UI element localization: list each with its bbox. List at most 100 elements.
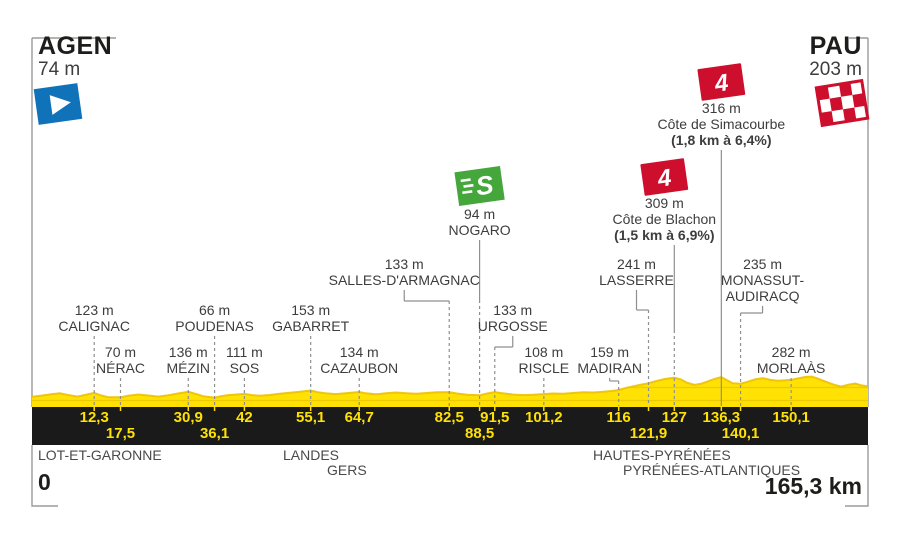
waypoint-elevation: 133 m (384, 256, 424, 272)
waypoint-name: URGOSSE (477, 318, 548, 334)
sprint-speed-line (460, 178, 471, 183)
distance-marker: 91,5 (480, 409, 510, 426)
bar-tick (617, 407, 620, 411)
distance-marker: 121,9 (629, 425, 668, 442)
department-label: LOT-ET-GARONNE (38, 447, 162, 463)
waypoint-label: 111 m SOS (226, 344, 263, 376)
waypoint-name: CAZAUBON (320, 360, 399, 376)
waypoint-name: GABARRET (272, 318, 350, 334)
bar-tick (647, 407, 650, 411)
climb-category-icon: 4 (697, 63, 746, 101)
distance-marker: 12,3 (79, 409, 109, 426)
waypoint-label: 133 m SALLES-D'ARMAGNAC (329, 256, 480, 288)
start-flag-icon (33, 83, 83, 125)
climb-elevation: 309 m (644, 195, 684, 211)
waypoint-name: LASSERRE (599, 272, 674, 288)
waypoint-label: 123 m CALIGNAC (58, 302, 130, 334)
distance-marker: 55,1 (296, 409, 326, 426)
bar-tick (213, 407, 216, 411)
bar-tick (494, 407, 496, 411)
waypoint-elevation: 282 m (771, 344, 811, 360)
distance-marker: 88,5 (464, 425, 495, 442)
sprint-icon: S (454, 165, 505, 207)
waypoint-name: NÉRAC (95, 360, 146, 376)
elevation-profile-edge (31, 375, 869, 399)
waypoint-elevation: 134 m (339, 344, 379, 360)
bar-tick (720, 407, 723, 411)
waypoint-name: MORLAÀS (756, 360, 826, 376)
bar-tick (448, 407, 450, 411)
waypoint-elevation: 108 m (524, 344, 564, 360)
bar-tick (187, 407, 190, 411)
climb-category-number: 4 (655, 164, 673, 193)
sprint-elevation: 94 m (464, 206, 496, 222)
waypoint-name: POUDENAS (175, 318, 254, 334)
department-label: HAUTES-PYRÉNÉES (593, 447, 731, 463)
waypoint-label: 241 m LASSERRE (599, 256, 674, 288)
distance-marker: 140,1 (721, 425, 760, 442)
climb-icon-bg (640, 158, 689, 196)
bottom-right-bracket (845, 445, 869, 507)
distance-marker: 127 (661, 409, 687, 426)
waypoint-label: 153 m GABARRET (272, 302, 349, 334)
department-label: LANDES (283, 447, 340, 463)
waypoint-name: SALLES-D'ARMAGNAC (328, 272, 480, 288)
distance-marker: 101,2 (525, 409, 563, 426)
distance-marker: 36,1 (199, 425, 230, 442)
start-distance-label: 0 (38, 469, 51, 495)
total-distance-label: 165,3 km (764, 473, 862, 499)
distance-bar (32, 407, 868, 445)
climb-name: Côte de Simacourbe (657, 116, 786, 132)
waypoint-name: MÉZIN (166, 360, 211, 376)
bar-tick (309, 407, 312, 411)
waypoint-label: 282 m MORLAÀS (757, 344, 825, 376)
waypoint-elevation: 111 m (225, 344, 263, 360)
waypoint-name: CALIGNAC (58, 318, 130, 334)
climb-elevation: 316 m (701, 100, 741, 116)
waypoint-elevation: 136 m (168, 344, 208, 360)
distance-marker: 150,1 (772, 409, 810, 426)
sprint-name: NOGARO (448, 222, 511, 238)
bar-tick (93, 407, 95, 411)
start-city-name: AGEN (38, 32, 113, 60)
waypoint-elevation: 133 m (493, 302, 533, 318)
climb-label: 316 m Côte de Simacourbe (1,8 km à 6,4%) (658, 100, 786, 148)
waypoint-name: MADIRAN (577, 360, 642, 376)
distance-marker: 136,3 (702, 409, 741, 426)
distance-marker: 30,9 (173, 409, 203, 426)
sprint-label: 94 m NOGARO (448, 206, 510, 238)
distance-marker: 64,7 (344, 409, 374, 426)
waypoint-label: 133 m URGOSSE (478, 302, 548, 334)
waypoint-label: 235 m MONASSUT- AUDIRACQ (721, 256, 804, 304)
waypoint-elevation: 123 m (74, 302, 114, 318)
waypoint-label: 159 m MADIRAN (577, 344, 642, 376)
waypoint-label: 134 m CAZAUBON (320, 344, 398, 376)
waypoint-name: RISCLE (518, 360, 570, 376)
bar-tick (673, 407, 676, 411)
frame-brackets (31, 37, 869, 507)
bottom-left-bracket (31, 445, 58, 507)
bar-tick (119, 407, 122, 411)
climb-category-number: 4 (712, 69, 730, 98)
distance-marker: 17,5 (105, 425, 136, 442)
waypoint-elevation: 66 m (198, 302, 231, 318)
waypoint-label: 66 m POUDENAS (175, 302, 254, 334)
waypoint-name: MONASSUT- (720, 272, 805, 288)
distance-marker: 116 (606, 409, 631, 426)
distance-marker: 42 (236, 409, 253, 426)
climb-icon-bg (697, 63, 746, 101)
waypoint-label: 70 m NÉRAC (96, 344, 145, 376)
route-marker-icons: S 4 4 (33, 63, 870, 207)
bar-tick (243, 407, 246, 411)
waypoint-label: 108 m RISCLE (519, 344, 570, 376)
finish-city-elevation: 203 m (809, 59, 862, 80)
waypoint-elevation: 241 m (617, 256, 656, 272)
finish-flag-icon (814, 78, 870, 128)
climb-detail: (1,5 km à 6,9%) (614, 227, 715, 243)
distance-bar-ticks (93, 407, 792, 411)
reference-lines (93, 150, 792, 406)
department-label: PYRÉNÉES-ATLANTIQUES (623, 462, 801, 478)
bar-tick (478, 407, 481, 411)
